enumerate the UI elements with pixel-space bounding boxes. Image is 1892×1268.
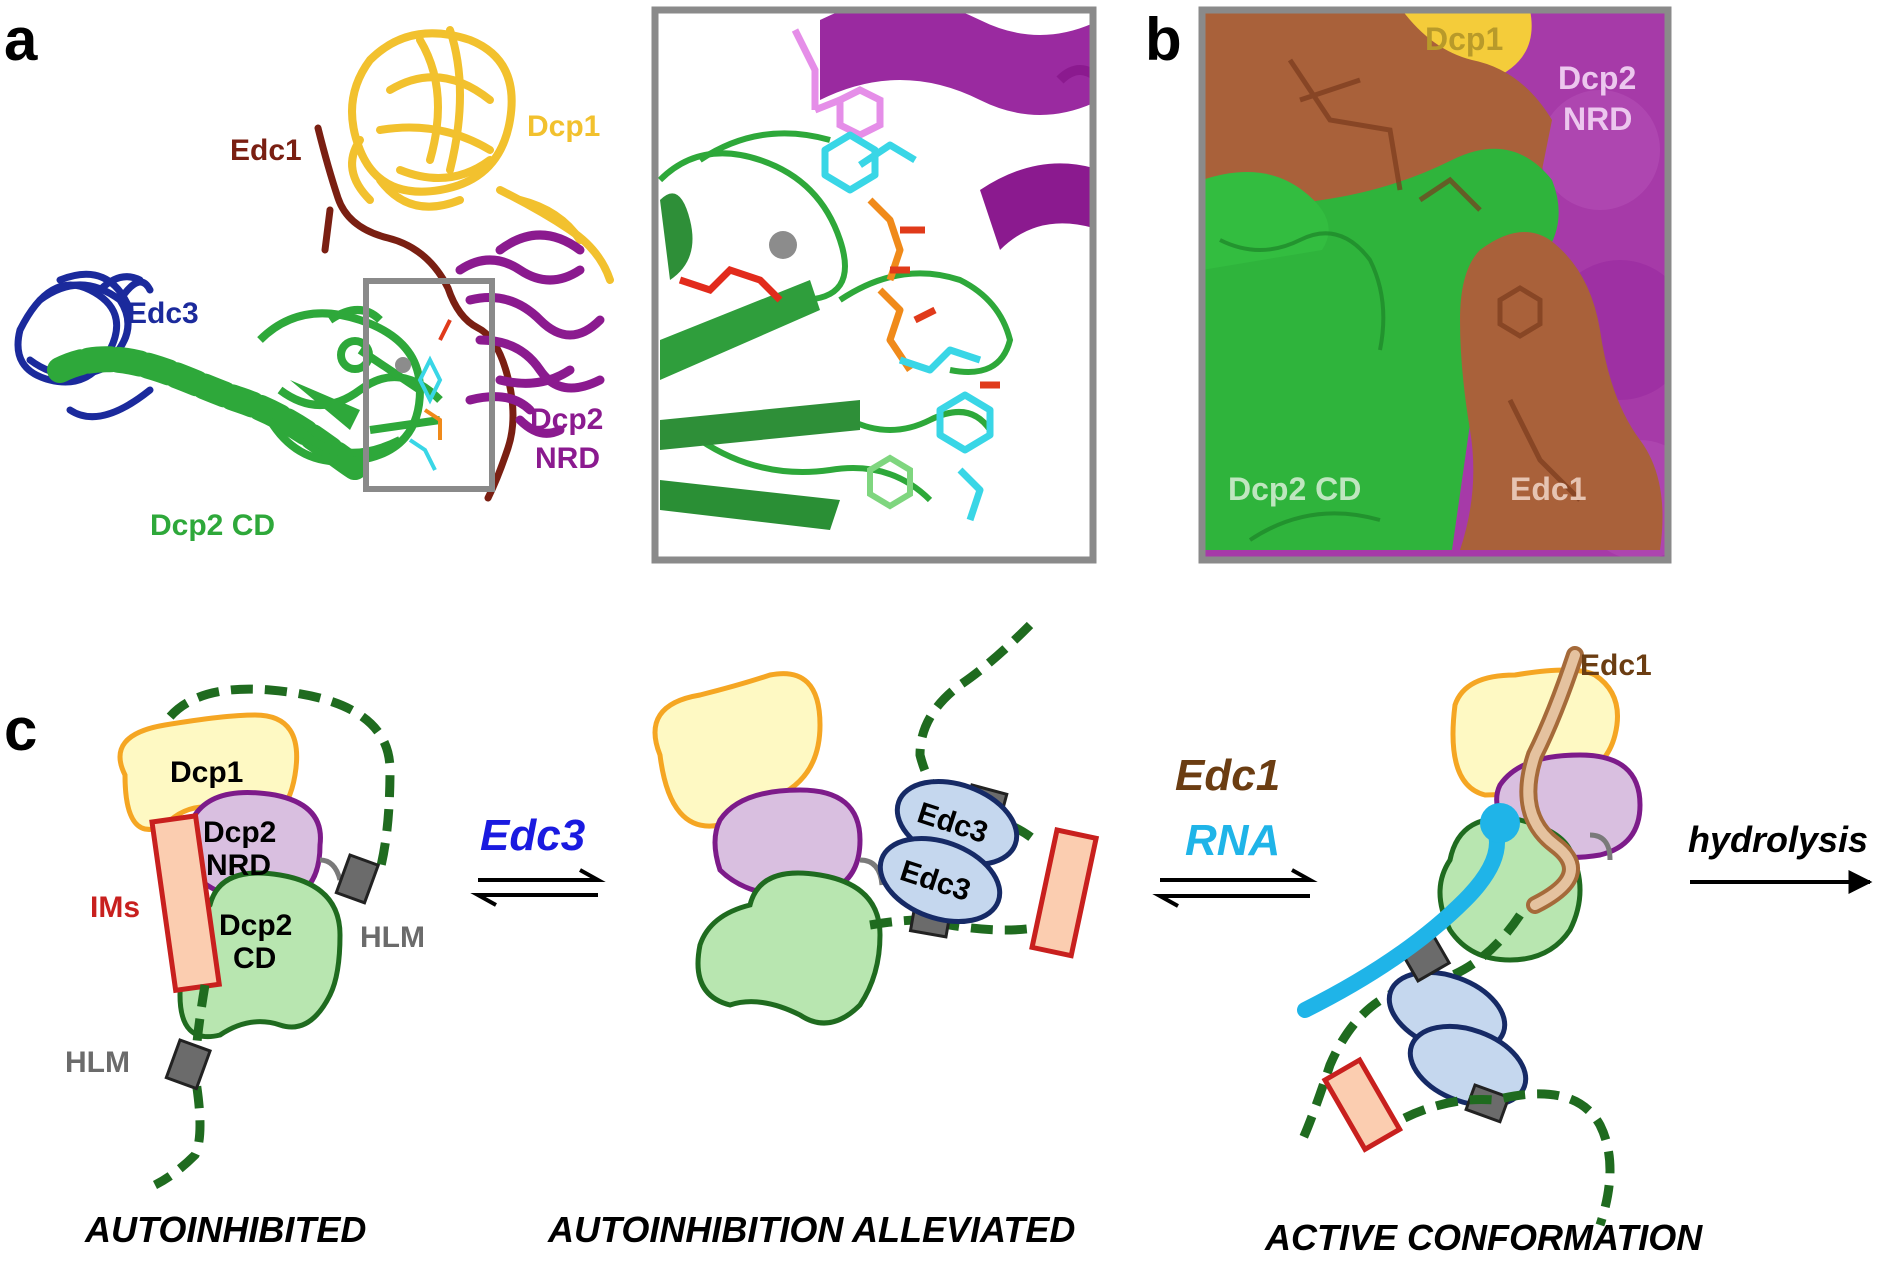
panel-b: b	[1145, 6, 1672, 564]
dcp2-nrd-structure	[455, 230, 605, 438]
label-b-dcp2-nrd-1: Dcp2	[1558, 60, 1636, 96]
c2-edc3-bottom	[877, 835, 1003, 925]
state-label-autoinhibited: AUTOINHIBITED	[84, 1209, 366, 1250]
c3-linker-down	[1295, 912, 1524, 1148]
equilibrium-arrow-1: Edc3	[470, 811, 606, 907]
c2-dcp2-cd-blob	[695, 870, 883, 1026]
arrow2-label-bottom: RNA	[1185, 816, 1280, 865]
equilibrium-arrow-2: Edc1 RNA	[1152, 751, 1318, 908]
edc1-structure	[314, 124, 517, 502]
state-label-active: ACTIVE CONFORMATION	[1264, 1217, 1703, 1258]
edc3-structure	[14, 270, 154, 421]
autoinhibited-schematic: Dcp1 Dcp2 NRD Dcp2 CD IMs HLM HLM	[65, 684, 425, 1190]
label-dcp2-nrd-2: NRD	[535, 442, 600, 475]
c1-hlm-upper: HLM	[360, 921, 425, 954]
hydrolysis-arrow: hydrolysis	[1688, 819, 1873, 894]
c2-linker-bottom	[869, 915, 1052, 935]
hlm-box-upper	[334, 853, 381, 905]
label-b-edc1: Edc1	[1510, 471, 1586, 507]
c3-ims-rect	[1321, 1056, 1404, 1153]
c3-edc1-label: Edc1	[1580, 649, 1652, 682]
arrow2-label-top: Edc1	[1175, 751, 1280, 800]
label-dcp1: Dcp1	[527, 110, 600, 143]
inset-border	[651, 6, 1097, 564]
c2-dcp2-nrd-blob	[712, 787, 863, 899]
c3-edc1-strand-inner	[1523, 650, 1580, 910]
panel-a: a	[4, 6, 614, 542]
c3-rna	[1297, 822, 1505, 1018]
panel-b-border	[1198, 6, 1672, 564]
c1-dcp2-cd-1: Dcp2	[219, 909, 292, 942]
panel-letter-a: a	[4, 6, 38, 73]
linker-dashed-upper	[145, 684, 395, 872]
label-dcp2-nrd-1: Dcp2	[530, 403, 603, 436]
dcp2-cd-structure	[47, 306, 443, 483]
c3-linker-bottom	[1372, 1089, 1615, 1227]
c1-dcp2-nrd-1: Dcp2	[203, 816, 276, 849]
label-b-dcp1: Dcp1	[1425, 21, 1503, 57]
label-b-dcp2-cd: Dcp2 CD	[1228, 471, 1361, 507]
c1-dcp2-cd-2: CD	[233, 942, 276, 975]
c1-dcp2-nrd-2: NRD	[206, 849, 271, 882]
label-edc1: Edc1	[230, 134, 302, 167]
panel-letter-c: c	[4, 696, 37, 763]
alleviated-schematic: Edc3 Edc3	[652, 621, 1100, 1026]
state-label-alleviated: AUTOINHIBITION ALLEVIATED	[547, 1209, 1075, 1250]
c1-dcp1: Dcp1	[170, 756, 243, 789]
dcp2-cd-blob	[177, 870, 343, 1039]
linker-dashed-lower	[152, 984, 210, 1190]
c1-hlm-lower: HLM	[65, 1046, 130, 1079]
label-edc3: Edc3	[127, 297, 199, 330]
ims-rect	[149, 813, 223, 994]
label-dcp2-cd: Dcp2 CD	[150, 509, 275, 542]
panel-c: c Dcp1 Dcp2 NRD Dcp2 CD IMs HLM HLM Edc3	[4, 621, 1873, 1258]
arrow3-label: hydrolysis	[1688, 819, 1868, 860]
hlm-box-lower	[164, 1038, 212, 1091]
zoom-box	[363, 278, 495, 492]
label-b-dcp2-nrd-2: NRD	[1563, 101, 1632, 137]
dcp1-structure	[348, 26, 614, 284]
panel-letter-b: b	[1145, 6, 1182, 73]
panel-a-inset	[651, 6, 1097, 564]
arrow1-label: Edc3	[480, 811, 585, 860]
ligand-sticks	[395, 319, 452, 471]
c3-hinge-arc	[1589, 832, 1613, 861]
c3-rna-cap	[1480, 803, 1520, 843]
c1-ims: IMs	[90, 891, 140, 924]
c2-ims-rect	[1029, 827, 1100, 959]
active-schematic: Edc1	[1295, 646, 1652, 1227]
hinge-arc	[319, 857, 343, 881]
